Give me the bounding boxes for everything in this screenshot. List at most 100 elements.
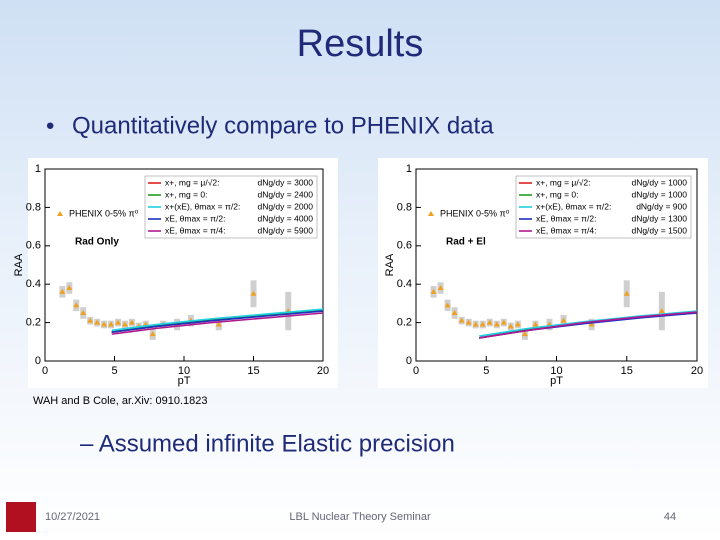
data-point (215, 321, 222, 327)
y-tick-label: 0.2 (397, 317, 412, 329)
legend-dndy: dNg/dy = 900 (636, 201, 687, 211)
legend-marker (428, 211, 434, 216)
data-point (250, 290, 257, 296)
data-point (66, 285, 73, 291)
data-point (560, 317, 567, 323)
x-tick-label: 5 (111, 365, 117, 377)
data-point (121, 321, 128, 327)
footer-page: 44 (664, 511, 676, 523)
data-point (128, 319, 135, 325)
legend-dndy: dNg/dy = 1300 (631, 213, 687, 223)
data-point (486, 319, 493, 325)
legend-label: xE, θmax = π/4: (165, 225, 225, 235)
data-point (437, 285, 444, 291)
data-point (149, 331, 156, 337)
x-tick-label: 15 (247, 365, 259, 377)
bullet-dot: • (46, 112, 54, 139)
y-tick-label: 0.6 (26, 240, 41, 252)
y-tick-label: 0.2 (26, 317, 41, 329)
x-tick-label: 20 (691, 365, 703, 377)
data-point (444, 302, 451, 308)
footer-center: LBL Nuclear Theory Seminar (289, 511, 431, 523)
y-tick-label: 1 (406, 163, 412, 175)
legend-label: x+(xE), θmax = π/2: (536, 201, 611, 211)
series-line (111, 310, 324, 333)
data-point (465, 319, 472, 325)
y-axis-label: RAA (13, 253, 25, 276)
series-line (479, 310, 698, 337)
legend-label: xE, θmax = π/2: (536, 213, 596, 223)
bullet: Quantitatively compare to PHENIX data (72, 112, 494, 139)
y-axis-label: RAA (384, 253, 396, 276)
data-point (59, 288, 66, 294)
y-tick-label: 0.6 (397, 240, 412, 252)
data-point (458, 317, 465, 323)
legend-dndy: dNg/dy = 2000 (257, 201, 313, 211)
chart-bg (378, 158, 708, 388)
data-point (507, 323, 514, 329)
x-tick-label: 10 (550, 365, 562, 377)
legend-label: PHENIX 0-5% π⁰ (69, 208, 139, 218)
y-tick-label: 0.8 (397, 201, 412, 213)
data-point (623, 290, 630, 296)
legend-box (515, 175, 692, 239)
legend-label: xE, θmax = π/4: (536, 225, 596, 235)
x-tick-label: 0 (413, 365, 419, 377)
footer-date: 10/27/2021 (45, 511, 100, 523)
legend-label: x+, mg = 0: (536, 189, 579, 199)
data-point (514, 321, 521, 327)
data-point (108, 321, 115, 327)
data-point (94, 319, 101, 325)
data-point (472, 321, 479, 327)
data-point (658, 308, 665, 314)
sub-bullet: – Assumed infinite Elastic precision (80, 430, 455, 457)
legend-dndy: dNg/dy = 4000 (257, 213, 313, 223)
data-point (479, 321, 486, 327)
legend-box (144, 175, 318, 239)
x-tick-label: 5 (483, 365, 489, 377)
y-tick-label: 0 (406, 355, 412, 367)
legend-dndy: dNg/dy = 3000 (257, 177, 313, 187)
x-tick-label: 20 (317, 365, 329, 377)
legend-dndy: dNg/dy = 5900 (257, 225, 313, 235)
slide-title: Results (297, 23, 424, 65)
legend-dndy: dNg/dy = 1500 (631, 225, 687, 235)
x-tick-label: 15 (621, 365, 633, 377)
x-tick-label: 10 (178, 365, 190, 377)
x-tick-label: 0 (42, 365, 48, 377)
data-point (493, 321, 500, 327)
series-line (111, 308, 324, 332)
data-point (588, 321, 595, 327)
annotation: Rad Only (75, 237, 119, 248)
data-point (101, 321, 108, 327)
data-point (80, 310, 87, 315)
y-tick-label: 0 (35, 355, 41, 367)
logo (6, 502, 36, 532)
data-point (521, 331, 528, 337)
data-point (500, 319, 507, 325)
y-tick-label: 0.8 (26, 201, 41, 213)
series-line (111, 312, 324, 335)
legend-dndy: dNg/dy = 1000 (631, 189, 687, 199)
y-tick-label: 0.4 (26, 278, 41, 290)
y-tick-label: 1 (35, 163, 41, 175)
data-point (73, 302, 80, 308)
legend-label: x+, mg = μ/√2: (536, 177, 590, 187)
legend-label: x+, mg = μ/√2: (165, 177, 219, 187)
data-point (114, 319, 121, 325)
data-point (451, 310, 458, 315)
legend-label: x+, mg = 0: (165, 189, 208, 199)
citation: WAH and B Cole, ar.Xiv: 0910.1823 (33, 395, 207, 407)
legend-label: xE, θmax = π/2: (165, 213, 225, 223)
x-axis-label: pT (178, 375, 191, 387)
legend-label: x+(xE), θmax = π/2: (165, 201, 240, 211)
legend-label: PHENIX 0-5% π⁰ (440, 208, 510, 218)
series-line (479, 311, 698, 339)
annotation: Rad + El (446, 237, 486, 248)
legend-dndy: dNg/dy = 1000 (631, 177, 687, 187)
data-point (430, 288, 437, 294)
data-point (532, 321, 539, 327)
chart-bg (28, 158, 338, 388)
